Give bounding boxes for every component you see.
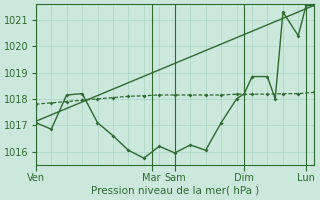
X-axis label: Pression niveau de la mer( hPa ): Pression niveau de la mer( hPa )	[91, 186, 259, 196]
